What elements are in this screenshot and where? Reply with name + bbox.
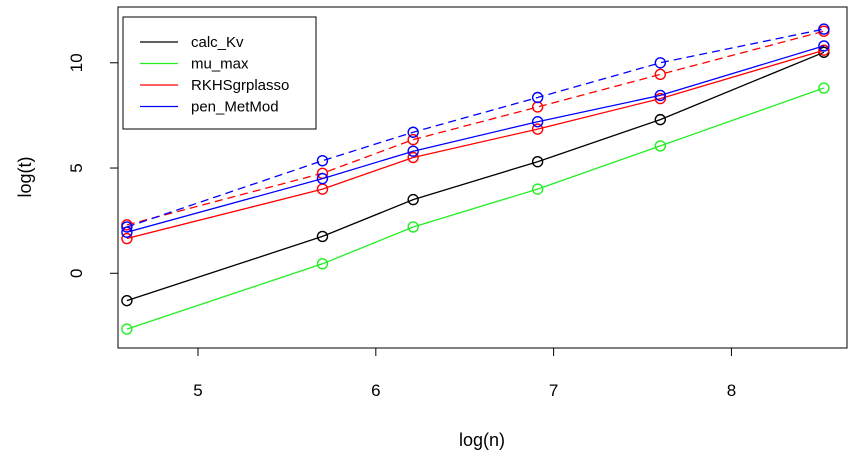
data-point (316, 172, 329, 185)
data-point (531, 123, 544, 135)
series-line (126, 49, 825, 240)
x-tick-label: 6 (371, 381, 380, 400)
x-axis-label: log(n) (459, 430, 505, 450)
data-point (654, 57, 667, 69)
series-2 (121, 44, 830, 245)
legend-label: RKHSgrplasso (191, 77, 289, 94)
legend-box (122, 16, 317, 130)
data-point (407, 151, 419, 164)
legend: calc_Kv mu_max RKHSgrplasso pen_MetMod (122, 16, 317, 130)
data-point (531, 116, 544, 128)
data-point (407, 193, 419, 206)
data-point (407, 221, 419, 233)
data-point (818, 40, 830, 52)
data-point (531, 101, 544, 113)
x-tick-label: 5 (193, 381, 202, 400)
data-point (654, 68, 667, 81)
x-tick-label: 8 (727, 381, 736, 400)
data-point (818, 82, 830, 94)
legend-entry: pen_MetMod (140, 99, 279, 116)
data-point (121, 232, 133, 245)
series-5 (121, 23, 830, 233)
x-axis: 5 6 7 8 (193, 347, 736, 400)
series-1 (121, 82, 830, 335)
y-tick-label: 0 (67, 269, 86, 278)
legend-label: calc_Kv (191, 34, 244, 51)
y-tick-label: 10 (67, 53, 86, 72)
data-point (407, 145, 419, 157)
series-line (126, 45, 825, 233)
data-point (818, 23, 830, 35)
data-point (654, 89, 667, 102)
series-line (126, 87, 825, 330)
series-layer (121, 23, 830, 335)
y-axis: 0 5 10 (67, 53, 119, 278)
x-tick-label: 7 (549, 381, 558, 400)
data-point (531, 91, 544, 104)
series-line (126, 51, 825, 302)
legend-label: mu_max (191, 56, 249, 73)
data-point (818, 44, 830, 56)
series-4 (121, 40, 830, 238)
data-point (121, 294, 133, 307)
series-line (126, 28, 825, 228)
legend-label: pen_MetMod (191, 99, 279, 116)
data-point (531, 156, 544, 168)
data-point (407, 133, 419, 146)
data-point (407, 126, 419, 138)
data-point (654, 113, 667, 126)
data-point (121, 323, 133, 335)
legend-entry: RKHSgrplasso (140, 77, 289, 94)
series-0 (121, 46, 830, 307)
data-point (531, 183, 544, 195)
data-point (654, 140, 667, 152)
legend-entry: calc_Kv (140, 34, 244, 51)
y-axis-label: log(t) (15, 156, 35, 197)
data-point (121, 221, 133, 233)
y-tick-label: 5 (67, 163, 86, 172)
data-point (316, 154, 329, 167)
data-point (316, 230, 329, 243)
data-point (316, 258, 329, 270)
data-point (654, 92, 667, 105)
legend-entry: mu_max (140, 56, 249, 73)
data-point (121, 226, 133, 238)
